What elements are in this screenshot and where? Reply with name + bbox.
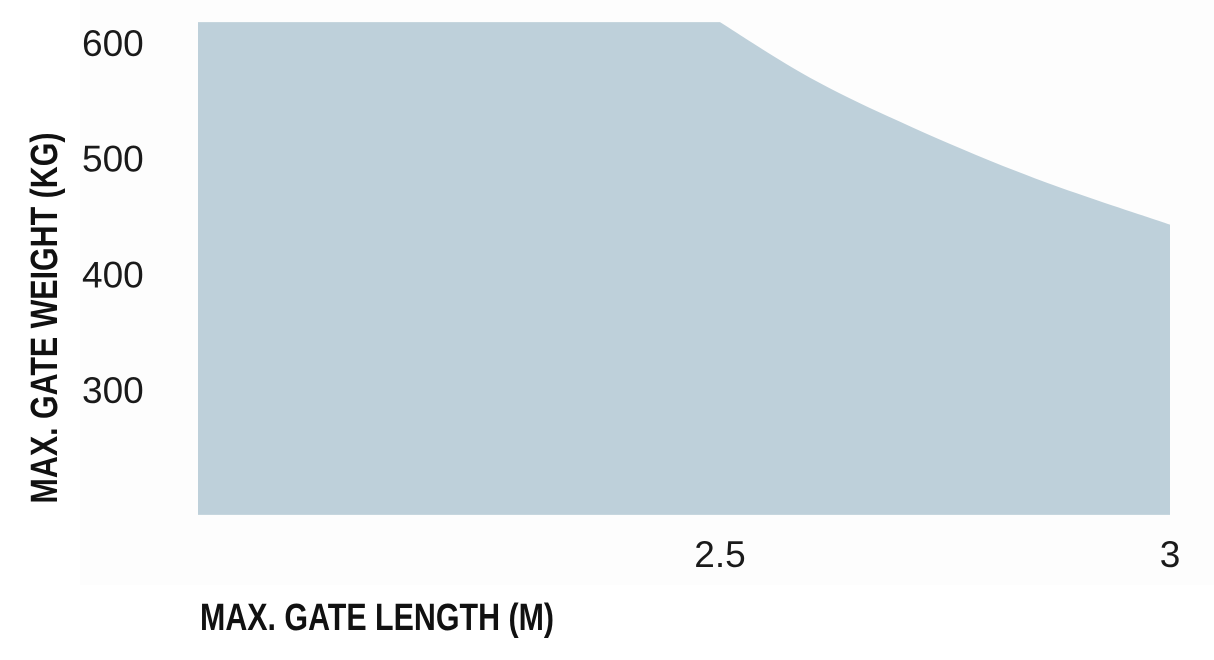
y-tick-label: 500 bbox=[82, 139, 144, 180]
x-tick-label: 2.5 bbox=[694, 534, 745, 575]
y-axis-title: MAX. GATE WEIGHT (KG) bbox=[24, 133, 66, 504]
y-tick-label: 300 bbox=[82, 370, 144, 411]
y-tick-label: 600 bbox=[82, 23, 144, 64]
x-tick-label: 3 bbox=[1160, 534, 1181, 575]
x-axis-title: MAX. GATE LENGTH (M) bbox=[200, 597, 554, 639]
area-series bbox=[198, 22, 1170, 515]
y-tick-label: 400 bbox=[82, 254, 144, 295]
